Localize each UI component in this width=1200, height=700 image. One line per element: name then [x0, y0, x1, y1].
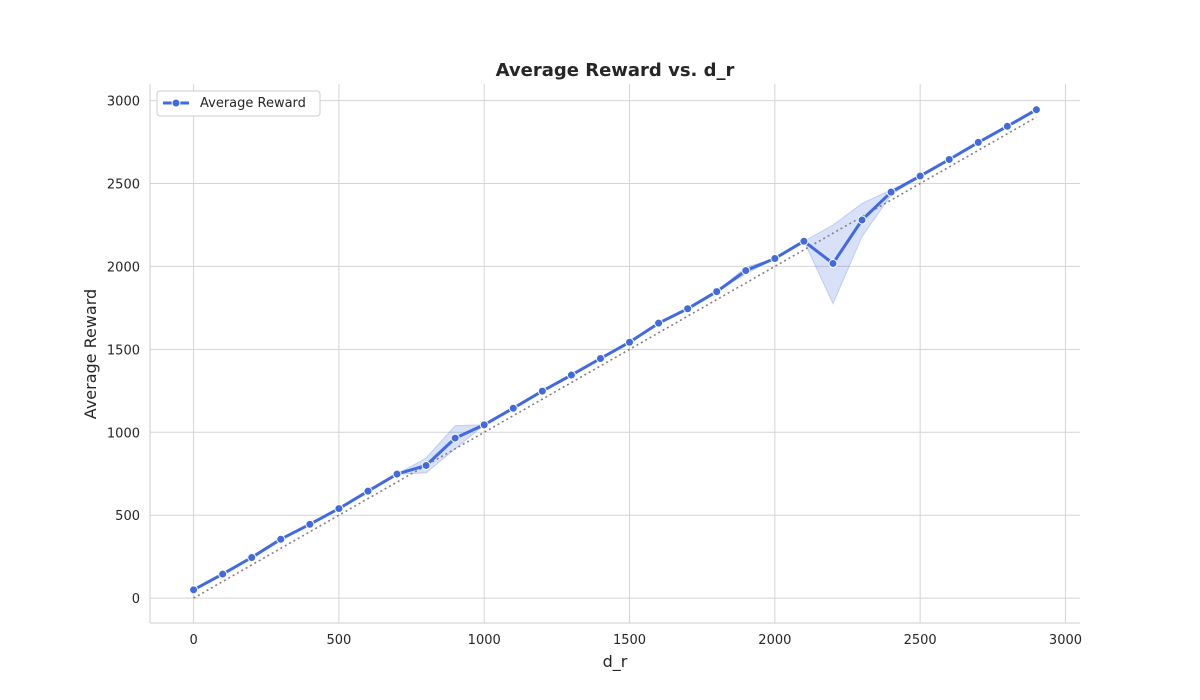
- data-point: [683, 304, 693, 314]
- x-tick-label: 500: [326, 633, 351, 648]
- data-point: [334, 504, 344, 514]
- data-point: [537, 386, 547, 396]
- x-tick-labels: 0 500 1000 1500 2000 2500 3000: [189, 633, 1082, 648]
- reference-line: [193, 116, 1037, 599]
- y-tick-label: 2500: [107, 178, 140, 193]
- x-tick-label: 2500: [904, 633, 937, 648]
- data-point: [363, 486, 373, 496]
- y-tick-label: 1000: [107, 426, 140, 441]
- legend: Average Reward: [156, 90, 321, 117]
- data-point: [799, 236, 809, 246]
- data-point: [712, 287, 722, 297]
- axes-spines: [149, 84, 1080, 624]
- y-tick-label: 500: [115, 509, 140, 524]
- data-point: [450, 433, 460, 443]
- data-point: [654, 318, 664, 328]
- data-point: [479, 420, 489, 430]
- series-line: [192, 108, 1038, 592]
- legend-box: [156, 90, 321, 117]
- data-point: [886, 187, 896, 197]
- data-point: [1031, 105, 1041, 115]
- legend-marker-swatch: [171, 98, 181, 108]
- y-tick-label: 3000: [107, 95, 140, 110]
- x-axis-label: d_r: [603, 652, 628, 672]
- y-tick-label: 2000: [107, 260, 140, 275]
- x-tick-label: 3000: [1049, 633, 1082, 648]
- data-point: [741, 266, 751, 276]
- data-point: [770, 253, 780, 263]
- data-point: [1002, 121, 1012, 131]
- data-point: [566, 370, 576, 380]
- y-tick-labels: 0 500 1000 1500 2000 2500 3000: [107, 95, 140, 608]
- average-reward-line: [192, 108, 1038, 592]
- data-point: [625, 337, 635, 347]
- data-point: [973, 137, 983, 147]
- x-tick-label: 2000: [758, 633, 791, 648]
- data-point: [828, 258, 838, 268]
- series-points: [189, 105, 1041, 595]
- data-point: [421, 460, 431, 470]
- data-point: [508, 403, 518, 413]
- x-tick-label: 1500: [613, 633, 646, 648]
- y-axis-label: Average Reward: [81, 289, 100, 419]
- legend-label: Average Reward: [200, 96, 306, 111]
- x-tick-label: 1000: [468, 633, 501, 648]
- data-point: [276, 534, 286, 544]
- y-tick-label: 0: [132, 592, 140, 607]
- data-point: [305, 519, 315, 529]
- data-point: [857, 215, 867, 225]
- data-point: [595, 353, 605, 363]
- y-tick-label: 1500: [107, 343, 140, 358]
- data-point: [247, 552, 257, 562]
- x-tick-label: 0: [189, 633, 197, 648]
- data-point: [218, 569, 228, 579]
- reference-diagonal-line: [193, 116, 1037, 599]
- data-point: [189, 585, 199, 595]
- chart-title: Average Reward vs. d_r: [496, 60, 735, 81]
- data-point: [944, 154, 954, 164]
- data-point: [915, 171, 925, 181]
- data-point: [392, 469, 402, 479]
